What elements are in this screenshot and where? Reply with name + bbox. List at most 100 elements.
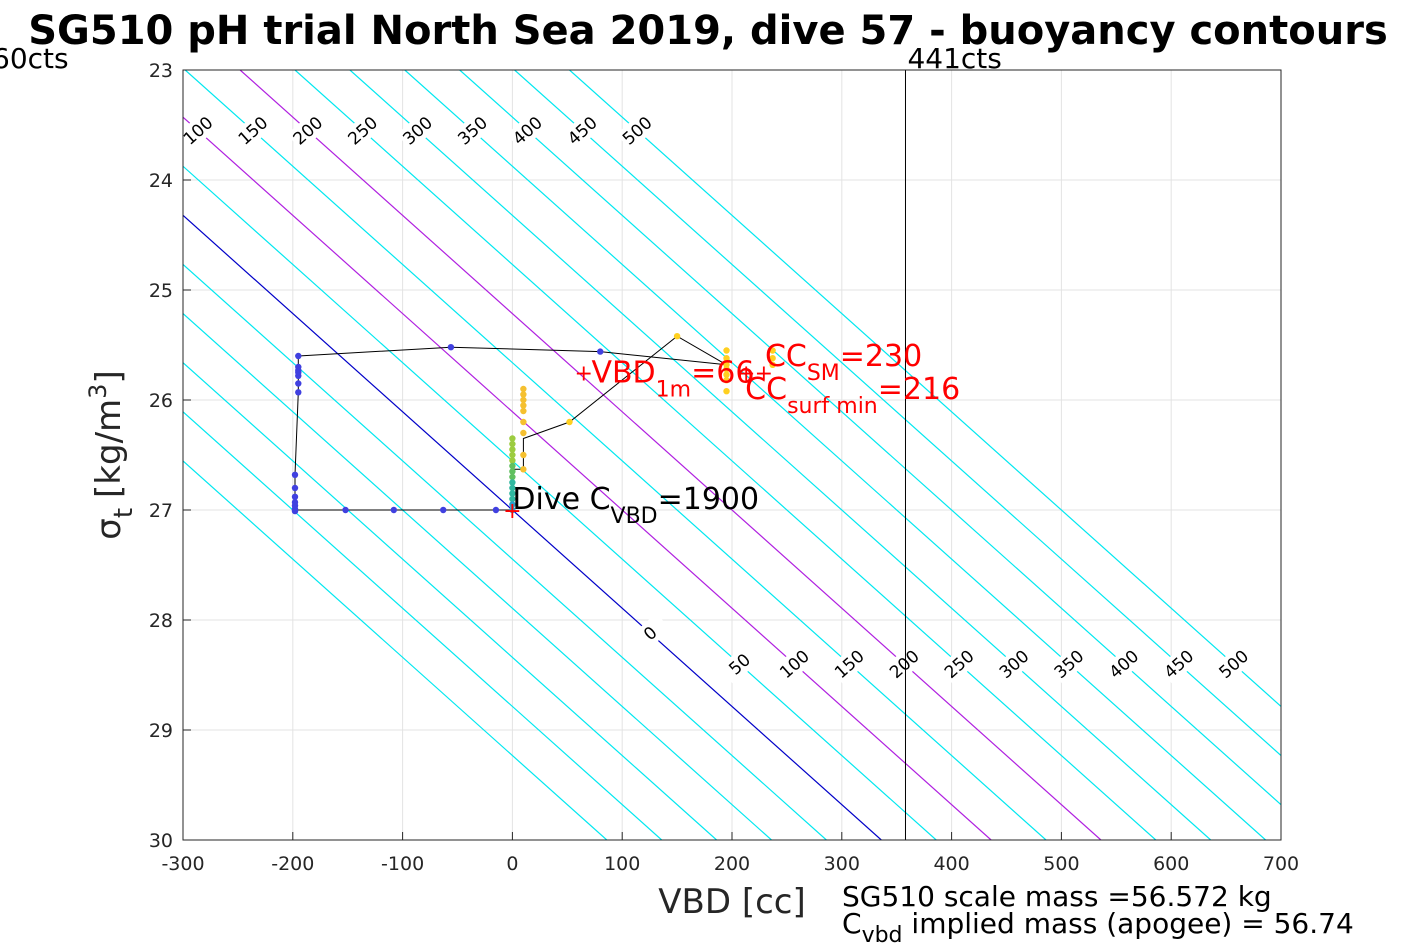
x-tick-label: 0 <box>506 853 518 875</box>
climb-point <box>520 407 527 415</box>
climb-point <box>509 479 516 486</box>
dive-point <box>390 506 398 514</box>
y-label-unit-close: ] <box>89 370 129 383</box>
annotation-subscript: SM <box>807 361 840 386</box>
red-marker: + <box>737 362 755 387</box>
climb-point <box>509 468 516 475</box>
contour-line <box>183 460 608 840</box>
climb-point <box>509 484 516 492</box>
red-marker: + <box>503 499 521 524</box>
y-tick-label: 29 <box>149 720 173 742</box>
climb-point <box>509 490 516 497</box>
dive-point <box>291 471 299 478</box>
x-tick-label: -300 <box>161 853 204 875</box>
annotation-value: =216 <box>878 372 960 407</box>
climb-point <box>520 385 527 393</box>
contour-label-bg <box>561 110 603 151</box>
annotation-ccsurf: CCsurf min=216 <box>745 372 960 419</box>
climb-point <box>520 402 527 409</box>
contour-lines <box>183 70 1281 840</box>
y-tick-label: 27 <box>149 500 173 522</box>
climb-point <box>509 506 516 514</box>
y-tick-label: 25 <box>149 280 173 302</box>
climb-point <box>509 501 516 508</box>
data-points <box>291 333 776 515</box>
red-marker: + <box>755 362 773 387</box>
dive-point <box>295 372 302 379</box>
climb-point <box>723 388 730 395</box>
annotation-value: =230 <box>840 339 922 374</box>
annotation-main: VBD <box>591 356 655 391</box>
contour-label-bg <box>616 110 658 151</box>
y-axis-ticks: 23 24 25 26 27 28 29 30 <box>149 60 191 852</box>
climb-point <box>520 418 527 426</box>
annotation-subscript: VBD <box>611 504 658 529</box>
contour-line <box>514 70 1281 757</box>
x-tick-label: 200 <box>714 853 750 875</box>
y-tick-label: 24 <box>149 170 173 192</box>
x-tick-label: 700 <box>1263 853 1299 875</box>
contour-line <box>183 410 663 840</box>
contour-line <box>183 263 827 840</box>
climb-point <box>509 457 516 464</box>
contour-label-bg <box>286 110 329 151</box>
contour-label-bg <box>828 643 871 685</box>
climb-point <box>723 377 730 384</box>
climb-point <box>673 333 681 340</box>
climb-point <box>566 418 573 426</box>
climb-point <box>520 429 527 437</box>
climb-point <box>769 361 776 368</box>
contour-label-bg <box>718 643 761 685</box>
contour-label-bg <box>1103 643 1145 685</box>
dive-point <box>492 506 500 514</box>
annotation-ccsm: CCSM=230 <box>765 339 922 386</box>
climb-point <box>509 435 516 442</box>
contour-line <box>349 70 1212 840</box>
contour-line <box>183 165 937 840</box>
x-axis-label: VBD [cc] <box>658 882 806 922</box>
contour-label-bg <box>506 110 549 151</box>
x-tick-label: 400 <box>933 853 969 875</box>
climb-point <box>723 347 730 354</box>
contour-line <box>184 70 1047 840</box>
annotation-subscript: 1m <box>656 378 691 403</box>
climb-point <box>509 462 516 470</box>
dive-point <box>597 348 604 355</box>
dive-point <box>440 506 447 514</box>
reference-line-label: 60cts <box>0 42 69 75</box>
climb-point <box>509 473 516 481</box>
implied-mass-text: Cvbd implied mass (apogee) = 56.74 <box>842 907 1354 945</box>
annotation-main: CC <box>745 372 787 407</box>
y-label-subscript: t <box>109 508 139 518</box>
dive-point <box>291 493 299 500</box>
contour-label-bg <box>938 643 980 685</box>
dive-point <box>342 506 349 514</box>
dive-point <box>291 507 299 515</box>
climb-point <box>520 451 527 459</box>
annotation-main: CC <box>765 339 807 374</box>
y-axis-label: σt [kg/m3] <box>84 370 139 539</box>
contour-line <box>183 116 992 840</box>
x-axis-ticks: -300 -200 -100 0 100 200 300 400 500 600 700 <box>161 832 1299 875</box>
contour-label-bg <box>883 643 925 685</box>
climb-point <box>769 355 776 362</box>
dive-point <box>295 352 302 360</box>
contour-line <box>294 70 1157 840</box>
annotation-value: =66 <box>691 356 754 391</box>
climb-point <box>520 466 527 473</box>
x-tick-label: 500 <box>1043 853 1079 875</box>
contour-label-bg <box>773 643 816 685</box>
climb-point <box>509 495 516 503</box>
contour-line <box>404 70 1267 840</box>
x-tick-label: 600 <box>1153 853 1189 875</box>
annotation-markers: + + ++ <box>503 362 773 525</box>
implied-mass-main: C <box>842 907 862 940</box>
annotation-dive: Dive CVBD=1900 <box>512 482 759 529</box>
y-label-symbol: σ <box>89 518 129 540</box>
climb-point <box>723 371 730 378</box>
climb-point <box>723 366 730 373</box>
x-tick-label: -200 <box>271 853 314 875</box>
annotation-vbd1m: VBD1m=66 <box>591 356 754 403</box>
contour-label-bg <box>232 110 274 151</box>
